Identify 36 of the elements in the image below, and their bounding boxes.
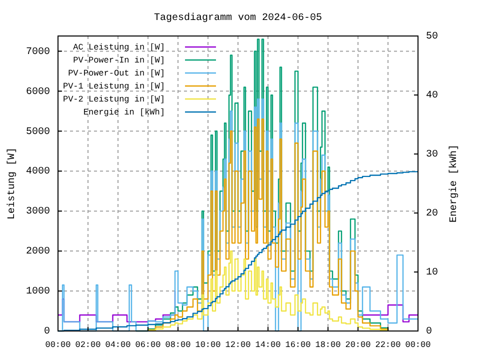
x-tick-label: 16:00 [285,340,311,350]
x-tick-label: 00:00 [45,340,71,350]
chart-title: Tagesdiagramm vom 2024-06-05 [154,12,322,24]
legend-label: PV-Power-Out in [W] [68,68,165,78]
y-tick-label: 5000 [26,126,50,138]
x-tick-label: 08:00 [165,340,191,350]
y2-tick-label: 20 [426,208,438,220]
x-tick-label: 06:00 [135,340,161,350]
y2-tick-label: 10 [426,268,438,279]
x-tick-label: 22:00 [375,340,401,350]
y-axis-title: Leistung [W] [6,147,18,220]
y2-axis-title: Energie [kWh] [448,144,460,223]
y2-tick-label: 0 [426,326,432,338]
x-tick-label: 00:00 [405,340,431,350]
x-tick-label: 20:00 [345,340,371,350]
legend-label: AC Leistung in [W] [73,42,165,52]
y-tick-label: 2000 [26,246,50,258]
x-tick-label: 12:00 [225,340,251,350]
x-tick-label: 02:00 [75,340,101,350]
y2-tick-label: 40 [426,90,438,102]
y-tick-label: 6000 [26,86,50,98]
legend-label: Energie in [kWh] [83,107,165,118]
legend-label: PV-2 Leistung in [W] [62,94,165,104]
legend-label: PV-1 Leistung in [W] [62,81,165,92]
x-tick-label: 14:00 [255,340,281,350]
y-tick-label: 1000 [26,286,50,298]
y-tick-label: 3000 [26,206,50,218]
x-tick-label: 04:00 [105,340,131,350]
y-tick-label: 4000 [26,166,50,178]
y-tick-label: 0 [44,326,50,338]
y-tick-label: 7000 [26,46,50,58]
legend-label: PV-Power-In in [W] [73,55,165,66]
y2-tick-label: 50 [426,32,438,43]
x-tick-label: 10:00 [195,340,221,350]
y2-tick-label: 30 [426,150,438,161]
x-tick-label: 18:00 [315,340,341,350]
